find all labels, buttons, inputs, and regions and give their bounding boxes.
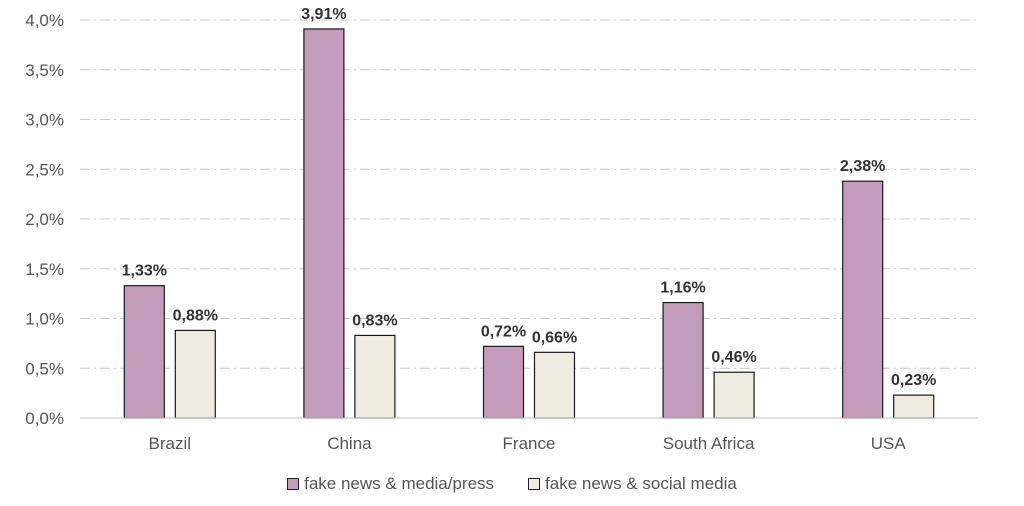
y-tick-label: 1,0%	[25, 310, 64, 329]
x-category-label: South Africa	[663, 434, 755, 453]
data-label: 1,33%	[122, 263, 167, 280]
gridlines	[80, 19, 978, 369]
data-label: 1,16%	[660, 280, 705, 297]
legend-item-social-media: fake news & social media	[528, 474, 737, 494]
y-tick-label: 0,5%	[25, 359, 64, 378]
bar-social-media	[713, 371, 755, 419]
data-label: 0,83%	[352, 312, 397, 329]
data-label: 2,38%	[840, 158, 885, 175]
bar-media-press	[662, 301, 704, 419]
bar-media-press	[482, 345, 525, 419]
legend-swatch-social-media	[528, 478, 541, 490]
data-label: 0,72%	[481, 323, 526, 340]
x-category-label: France	[503, 434, 556, 453]
bars	[123, 28, 935, 419]
data-label: 3,91%	[301, 6, 346, 23]
bar-social-media	[174, 329, 216, 419]
x-category-label: Brazil	[149, 434, 192, 453]
bar-chart: 0,0% 0,5% 1,0% 1,5% 2,0% 2,5% 3,0% 3,5% 4,0% 1,3…	[25, 6, 978, 453]
data-labels: 1,33% 0,88% 3,91% 0,83% 0,72% 0,66% 1,16% 0,46%…	[122, 6, 937, 389]
y-tick-label: 2,0%	[25, 210, 64, 229]
bar-media-press	[842, 180, 884, 419]
bar-media-press	[123, 285, 165, 419]
data-label: 0,23%	[891, 372, 936, 389]
legend-label-media-press: fake news & media/press	[304, 474, 495, 493]
y-tick-label: 4,0%	[25, 11, 64, 30]
bar-media-press	[303, 28, 345, 419]
legend-item-media-press: fake news & media/press	[287, 474, 494, 494]
legend-label-social-media: fake news & social media	[545, 474, 737, 493]
data-label: 0,46%	[711, 349, 756, 366]
x-category-label: USA	[871, 434, 907, 453]
bar-social-media	[354, 334, 396, 419]
y-axis-ticks: 0,0% 0,5% 1,0% 1,5% 2,0% 2,5% 3,0% 3,5% 4,0%	[25, 11, 64, 428]
legend: fake news & media/press fake news & soci…	[0, 474, 1024, 494]
bar-social-media	[533, 351, 576, 419]
x-category-label: China	[327, 434, 372, 453]
bar-social-media	[893, 394, 935, 419]
y-tick-label: 3,0%	[25, 111, 64, 130]
y-tick-label: 3,5%	[25, 61, 64, 80]
legend-swatch-media-press	[287, 478, 300, 490]
data-label: 0,88%	[173, 307, 218, 324]
y-tick-label: 1,5%	[25, 260, 64, 279]
x-axis-categories: Brazil China France South Africa USA	[149, 434, 907, 453]
y-tick-label: 2,5%	[25, 160, 64, 179]
y-tick-label: 0,0%	[25, 409, 64, 428]
data-label: 0,66%	[532, 329, 577, 346]
